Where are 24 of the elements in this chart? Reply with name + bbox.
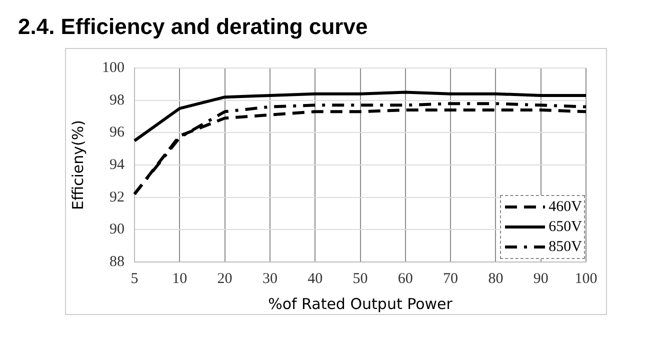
x-tick-label: 90: [533, 270, 548, 287]
y-tick-label: 92: [110, 189, 124, 206]
legend-label: 850V: [548, 238, 582, 256]
x-tick-label: 70: [443, 270, 458, 287]
legend-label: 650V: [548, 218, 582, 236]
y-tick-label: 88: [110, 254, 124, 270]
y-axis-title: Efficieny(%): [68, 120, 87, 210]
x-tick-label: 60: [398, 270, 413, 287]
x-tick-label: 50: [352, 270, 368, 287]
y-tick-label: 90: [110, 222, 124, 238]
x-axis-title: %of Rated Output Power: [268, 294, 454, 313]
x-tick-label: 80: [488, 270, 504, 287]
y-tick-label: 94: [110, 156, 125, 173]
x-tick-label: 10: [172, 270, 188, 287]
chart-title: 2.4. Efficiency and derating curve: [18, 14, 369, 40]
x-tick-label: 40: [308, 270, 323, 287]
x-tick-label: 100: [574, 270, 598, 287]
legend-label: 460V: [548, 198, 582, 216]
x-tick-label: 5: [130, 270, 138, 287]
x-tick-label: 20: [217, 270, 232, 287]
y-tick-label: 98: [110, 92, 124, 108]
x-tick-label: 30: [262, 270, 278, 287]
y-tick-label: 100: [102, 60, 124, 76]
y-tick-label: 96: [110, 124, 125, 141]
